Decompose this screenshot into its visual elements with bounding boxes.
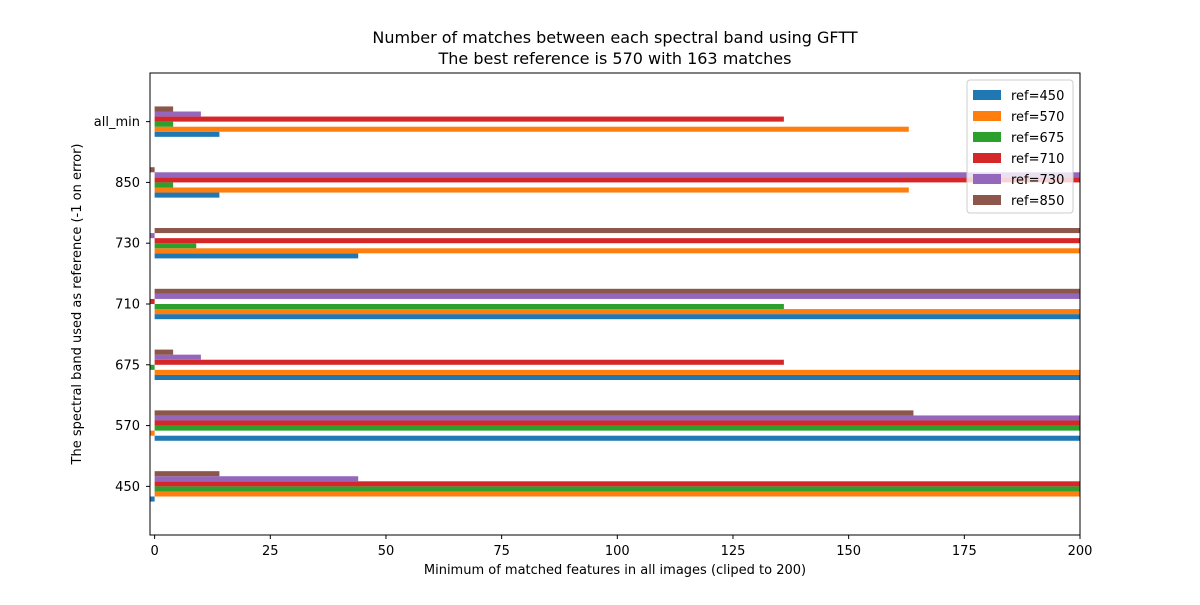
x-tick-label: 125 <box>721 544 746 559</box>
bar-ref-850-band-675 <box>154 349 174 355</box>
bar-ref-675-band-850 <box>154 182 174 188</box>
legend-swatch <box>973 195 1001 205</box>
y-tick-label: 450 <box>115 480 140 495</box>
bar-ref-570-band-all_min <box>154 126 909 132</box>
bar-ref-570-band-850 <box>154 187 909 193</box>
bar-ref-570-band-730 <box>154 248 1081 254</box>
chart-subtitle: The best reference is 570 with 163 match… <box>438 49 792 68</box>
bar-ref-710-band-450 <box>154 481 1081 487</box>
y-axis-label: The spectral band used as reference (-1 … <box>70 144 85 466</box>
legend-swatch <box>973 153 1001 163</box>
legend-label: ref=710 <box>1011 152 1064 167</box>
bar-ref-850-band-710 <box>154 288 1081 294</box>
legend-swatch <box>973 90 1001 100</box>
bar-ref-450-band-710 <box>154 314 1081 320</box>
x-tick-label: 0 <box>150 544 158 559</box>
bar-ref-730-band-710 <box>154 293 1081 299</box>
bar-ref-730-band-all_min <box>154 111 201 117</box>
bar-ref-675-band-450 <box>154 486 1081 492</box>
legend: ref=450 ref=570 ref=675 ref=710 ref=730 ref=8… <box>966 79 1074 214</box>
legend-label: ref=730 <box>1011 173 1064 188</box>
y-tick-label: 570 <box>115 419 140 434</box>
bar-ref-450-band-all_min <box>154 131 220 137</box>
y-tick-label: all_min <box>94 115 140 130</box>
x-tick-label: 50 <box>378 544 395 559</box>
x-tick-label: 150 <box>836 544 861 559</box>
bar-ref-570-band-450 <box>154 491 1081 497</box>
x-tick-label: 75 <box>493 544 510 559</box>
legend-swatch <box>973 111 1001 121</box>
bar-ref-730-band-675 <box>154 354 201 360</box>
bar-ref-710-band-710 <box>150 298 155 304</box>
bar-ref-570-band-570 <box>150 430 155 436</box>
bar-ref-730-band-730 <box>150 233 155 239</box>
bar-ref-450-band-675 <box>154 374 1081 380</box>
bar-ref-570-band-710 <box>154 309 1081 315</box>
x-tick-label: 175 <box>952 544 977 559</box>
bar-ref-675-band-675 <box>150 364 155 370</box>
bar-ref-450-band-450 <box>150 496 155 502</box>
legend-label: ref=570 <box>1011 110 1064 125</box>
bar-ref-570-band-675 <box>154 369 1081 375</box>
bars-group <box>150 106 1081 502</box>
bar-ref-710-band-all_min <box>154 116 784 122</box>
bar-ref-675-band-710 <box>154 304 784 310</box>
x-axis-ticks: 0 25 50 75 100 125 150 175 200 <box>150 535 1092 559</box>
bar-ref-675-band-570 <box>154 425 1081 431</box>
y-axis-ticks: 450 570 675 710 730 850 all_min <box>94 115 150 495</box>
bar-ref-675-band-730 <box>154 243 197 249</box>
y-tick-label: 730 <box>115 237 140 252</box>
legend-label: ref=675 <box>1011 131 1064 146</box>
bar-ref-850-band-450 <box>154 471 220 477</box>
x-tick-label: 200 <box>1068 544 1093 559</box>
bar-ref-850-band-730 <box>154 228 1081 234</box>
legend-label: ref=450 <box>1011 89 1064 104</box>
bar-ref-850-band-all_min <box>154 106 174 112</box>
x-axis-label: Minimum of matched features in all image… <box>424 563 806 578</box>
y-tick-label: 675 <box>115 358 140 373</box>
bar-ref-710-band-675 <box>154 359 784 365</box>
y-tick-label: 710 <box>115 298 140 313</box>
bar-ref-730-band-450 <box>154 476 359 482</box>
bar-ref-710-band-730 <box>154 238 1081 244</box>
bar-ref-850-band-850 <box>150 167 155 173</box>
bar-ref-850-band-570 <box>154 410 914 416</box>
y-tick-label: 850 <box>115 176 140 191</box>
bar-ref-710-band-570 <box>154 420 1081 426</box>
legend-label: ref=850 <box>1011 194 1064 209</box>
bar-ref-730-band-850 <box>154 172 1081 178</box>
bar-ref-675-band-all_min <box>154 121 174 127</box>
bar-ref-450-band-570 <box>154 435 1081 441</box>
x-tick-label: 100 <box>605 544 630 559</box>
legend-swatch <box>973 132 1001 142</box>
legend-swatch <box>973 174 1001 184</box>
chart-title: Number of matches between each spectral … <box>372 28 857 47</box>
bar-ref-730-band-570 <box>154 415 1081 421</box>
x-tick-label: 25 <box>262 544 279 559</box>
bar-ref-450-band-850 <box>154 192 220 198</box>
bar-ref-710-band-850 <box>154 177 1081 183</box>
bar-ref-450-band-730 <box>154 253 359 259</box>
